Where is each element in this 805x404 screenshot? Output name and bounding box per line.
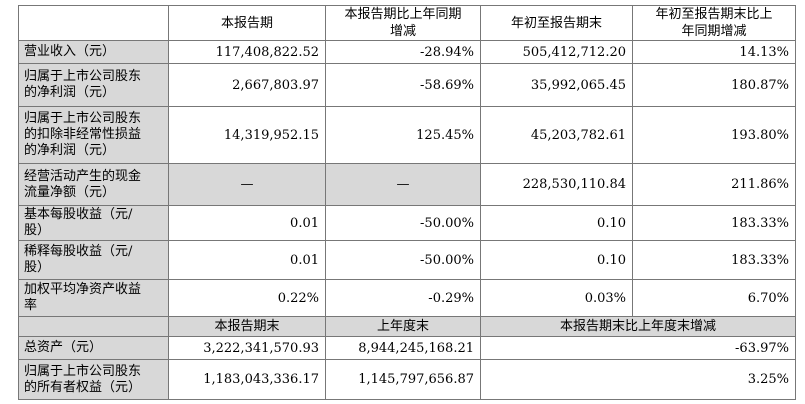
header-blank-cell-shaded	[18, 316, 169, 337]
metric-value: 14,319,952.15	[168, 106, 326, 164]
header-current-period: 本报告期	[168, 5, 326, 41]
metric-value: 3.25%	[480, 359, 796, 400]
metric-value: -0.29%	[325, 279, 481, 317]
metric-value: 14.13%	[632, 40, 796, 64]
header-ytd: 年初至报告期末	[480, 5, 633, 41]
metric-value-empty: —	[325, 163, 481, 206]
metric-value: 0.10	[480, 205, 633, 241]
metric-value: 125.45%	[325, 106, 481, 164]
table-row-revenue: 营业收入（元） 117,408,822.52 -28.94% 505,412,7…	[18, 40, 796, 64]
header-row-period: 本报告期 本报告期比上年同期 增减 年初至报告期末 年初至报告期末比上 年同期增…	[18, 5, 796, 41]
metric-value: 228,530,110.84	[480, 163, 633, 206]
metric-value: 0.03%	[480, 279, 633, 317]
metric-label: 基本每股收益（元/ 股）	[18, 205, 169, 241]
metric-value: 193.80%	[632, 106, 796, 164]
metric-value: 117,408,822.52	[168, 40, 326, 64]
metric-value: 2,667,803.97	[168, 63, 326, 107]
metric-value: 3,222,341,570.93	[168, 336, 326, 360]
metric-value: 0.10	[480, 240, 633, 280]
metric-label: 归属于上市公司股东 的所有者权益（元）	[18, 359, 169, 400]
metric-value: 183.33%	[632, 205, 796, 241]
metric-value: -50.00%	[325, 205, 481, 241]
metric-value: 183.33%	[632, 240, 796, 280]
table-row-weighted-avg-roe: 加权平均净资产收益 率 0.22% -0.29% 0.03% 6.70%	[18, 279, 796, 317]
metric-value: 35,992,065.45	[480, 63, 633, 107]
table-row-net-profit-excl-nonrecurring: 归属于上市公司股东 的扣除非经常性损益 的净利润（元） 14,319,952.1…	[18, 106, 796, 164]
metric-value: 6.70%	[632, 279, 796, 317]
metric-label: 归属于上市公司股东 的净利润（元）	[18, 63, 169, 107]
header-prior-year-end: 上年度末	[325, 316, 481, 337]
metric-label: 稀释每股收益（元/ 股）	[18, 240, 169, 280]
metric-value: 180.87%	[632, 63, 796, 107]
metric-value: -28.94%	[325, 40, 481, 64]
metric-value: 1,183,043,336.17	[168, 359, 326, 400]
header-row-period-end: 本报告期末 上年度末 本报告期末比上年度末增减	[18, 316, 796, 337]
metric-label: 加权平均净资产收益 率	[18, 279, 169, 317]
metric-value: 505,412,712.20	[480, 40, 633, 64]
header-yoy-change: 本报告期比上年同期 增减	[325, 5, 481, 41]
metric-label: 经营活动产生的现金 流量净额（元）	[18, 163, 169, 206]
table-row-total-assets: 总资产（元） 3,222,341,570.93 8,944,245,168.21…	[18, 336, 796, 360]
financial-summary-table: 本报告期 本报告期比上年同期 增减 年初至报告期末 年初至报告期末比上 年同期增…	[18, 5, 796, 400]
metric-value: -63.97%	[480, 336, 796, 360]
header-period-end: 本报告期末	[168, 316, 326, 337]
metric-value: 0.01	[168, 240, 326, 280]
metric-value: 211.86%	[632, 163, 796, 206]
metric-value: 1,145,797,656.87	[325, 359, 481, 400]
header-blank-cell	[18, 5, 169, 41]
header-ytd-yoy-change: 年初至报告期末比上 年同期增减	[632, 5, 796, 41]
metric-value: 0.01	[168, 205, 326, 241]
metric-value: 45,203,782.61	[480, 106, 633, 164]
metric-label: 归属于上市公司股东 的扣除非经常性损益 的净利润（元）	[18, 106, 169, 164]
table-row-net-profit: 归属于上市公司股东 的净利润（元） 2,667,803.97 -58.69% 3…	[18, 63, 796, 107]
metric-value: 8,944,245,168.21	[325, 336, 481, 360]
table-row-diluted-eps: 稀释每股收益（元/ 股） 0.01 -50.00% 0.10 183.33%	[18, 240, 796, 280]
metric-value: 0.22%	[168, 279, 326, 317]
metric-value: -50.00%	[325, 240, 481, 280]
metric-value-empty: —	[168, 163, 326, 206]
table-row-basic-eps: 基本每股收益（元/ 股） 0.01 -50.00% 0.10 183.33%	[18, 205, 796, 241]
table-row-owners-equity: 归属于上市公司股东 的所有者权益（元） 1,183,043,336.17 1,1…	[18, 359, 796, 400]
metric-label: 总资产（元）	[18, 336, 169, 360]
table-row-operating-cash-flow: 经营活动产生的现金 流量净额（元） — — 228,530,110.84 211…	[18, 163, 796, 206]
metric-label: 营业收入（元）	[18, 40, 169, 64]
header-change-vs-prior-year-end: 本报告期末比上年度末增减	[480, 316, 796, 337]
metric-value: -58.69%	[325, 63, 481, 107]
